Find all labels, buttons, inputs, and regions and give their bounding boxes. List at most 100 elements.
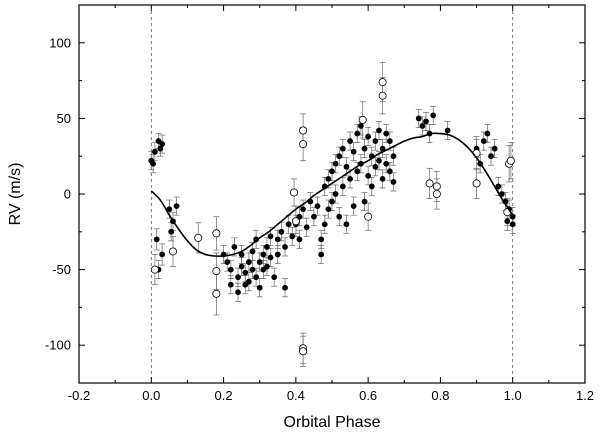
- data-point-open: [194, 233, 203, 242]
- data-point-filled: [267, 254, 274, 261]
- data-point-filled: [245, 278, 252, 285]
- data-point-filled: [242, 269, 249, 276]
- x-tick-label: 0.6: [359, 388, 377, 403]
- data-point-filled: [358, 123, 364, 129]
- y-tick-label: -50: [52, 262, 71, 277]
- data-point-filled: [278, 228, 285, 235]
- data-point-open: [299, 126, 308, 135]
- data-point-filled: [285, 221, 292, 228]
- fit-curve: [150, 132, 514, 257]
- y-axis-title: RV (m/s): [7, 163, 24, 226]
- data-point-filled: [415, 115, 422, 122]
- x-tick-label: 0.0: [142, 388, 160, 403]
- data-point-filled: [332, 191, 339, 197]
- data-point-filled: [336, 153, 343, 160]
- data-point-filled: [256, 259, 263, 265]
- data-point-filled: [159, 251, 166, 258]
- data-point-filled: [235, 274, 241, 281]
- data-point-filled: [256, 284, 263, 291]
- x-tick-label: 0.4: [287, 388, 305, 403]
- data-point-filled: [329, 168, 335, 175]
- data-point-open: [168, 247, 177, 256]
- data-point-filled: [504, 218, 511, 225]
- data-point-open: [432, 182, 441, 191]
- x-tick-label: 1.2: [576, 388, 594, 403]
- data-point-filled: [336, 213, 343, 220]
- data-point-filled: [419, 123, 426, 129]
- y-tick-label: -100: [45, 338, 71, 353]
- data-point-open: [291, 217, 300, 226]
- data-point-open: [358, 115, 367, 124]
- data-point-filled: [376, 127, 382, 134]
- x-tick-label: 1.0: [504, 388, 522, 403]
- data-point-filled: [444, 127, 451, 134]
- data-point-filled: [332, 160, 339, 167]
- data-point-filled: [168, 228, 175, 235]
- data-point-open: [290, 188, 299, 197]
- data-point-filled: [300, 206, 306, 213]
- data-point-filled: [386, 168, 393, 175]
- data-point-filled: [303, 224, 310, 231]
- data-point-open: [378, 91, 387, 100]
- data-point-filled: [253, 274, 259, 281]
- y-axis-ticks: -100 -50 0 50 100: [45, 4, 585, 384]
- data-point-filled: [383, 130, 390, 137]
- data-point-filled: [159, 141, 166, 148]
- data-point-filled: [343, 221, 350, 228]
- data-point-filled: [235, 289, 241, 296]
- x-axis-title: Orbital Phase: [284, 414, 381, 431]
- data-point-filled: [372, 163, 379, 170]
- data-point-filled: [386, 138, 393, 144]
- data-point-open: [432, 189, 441, 198]
- data-point-filled: [368, 183, 375, 190]
- data-point-filled: [227, 281, 234, 288]
- error-bars: [148, 62, 516, 367]
- data-point-filled: [361, 198, 368, 205]
- y-tick-label: 0: [64, 187, 71, 202]
- data-point-filled: [282, 284, 288, 291]
- data-point-open: [378, 78, 387, 87]
- data-point-filled: [354, 130, 361, 137]
- x-axis-ticks: -0.2 0.0 0.2 0.4 0.6 0.8 1.0 1.2: [68, 5, 594, 403]
- data-point-filled: [354, 168, 361, 175]
- data-point-filled: [296, 236, 303, 243]
- data-point-filled: [365, 172, 372, 179]
- data-point-open: [299, 140, 308, 149]
- data-point-open: [150, 265, 159, 274]
- data-point-filled: [274, 251, 281, 258]
- data-point-filled: [282, 244, 288, 250]
- y-tick-label: 100: [49, 35, 71, 50]
- data-point-filled: [347, 175, 353, 182]
- data-point-filled: [372, 138, 379, 144]
- x-tick-label: -0.2: [68, 388, 90, 403]
- data-point-filled: [390, 179, 397, 185]
- data-point-filled: [150, 160, 156, 167]
- data-point-filled: [311, 213, 317, 220]
- data-point-filled: [318, 236, 325, 243]
- data-point-filled: [383, 160, 390, 167]
- data-point-filled: [376, 157, 382, 164]
- data-point-filled: [339, 183, 346, 190]
- x-tick-label: 0.2: [215, 388, 233, 403]
- data-point-filled: [238, 263, 245, 270]
- data-point-filled: [271, 274, 278, 281]
- data-point-filled: [231, 244, 238, 250]
- data-point-filled: [249, 266, 256, 273]
- data-point-filled: [224, 259, 231, 265]
- data-point-filled: [153, 236, 160, 243]
- data-point-open: [212, 229, 221, 238]
- data-point-filled: [365, 133, 372, 140]
- data-point-filled: [289, 233, 296, 240]
- data-point-filled: [343, 163, 350, 170]
- data-point-open: [425, 179, 434, 188]
- data-point-filled: [264, 263, 270, 270]
- data-point-open: [506, 156, 515, 165]
- reference-lines: [150, 5, 514, 383]
- data-point-filled: [347, 138, 353, 144]
- data-point-filled: [318, 251, 325, 258]
- data-point-filled: [423, 118, 429, 125]
- data-point-filled: [227, 266, 234, 273]
- y-tick-label: 50: [57, 111, 71, 126]
- data-point-filled: [325, 206, 332, 213]
- data-point-filled: [484, 130, 491, 137]
